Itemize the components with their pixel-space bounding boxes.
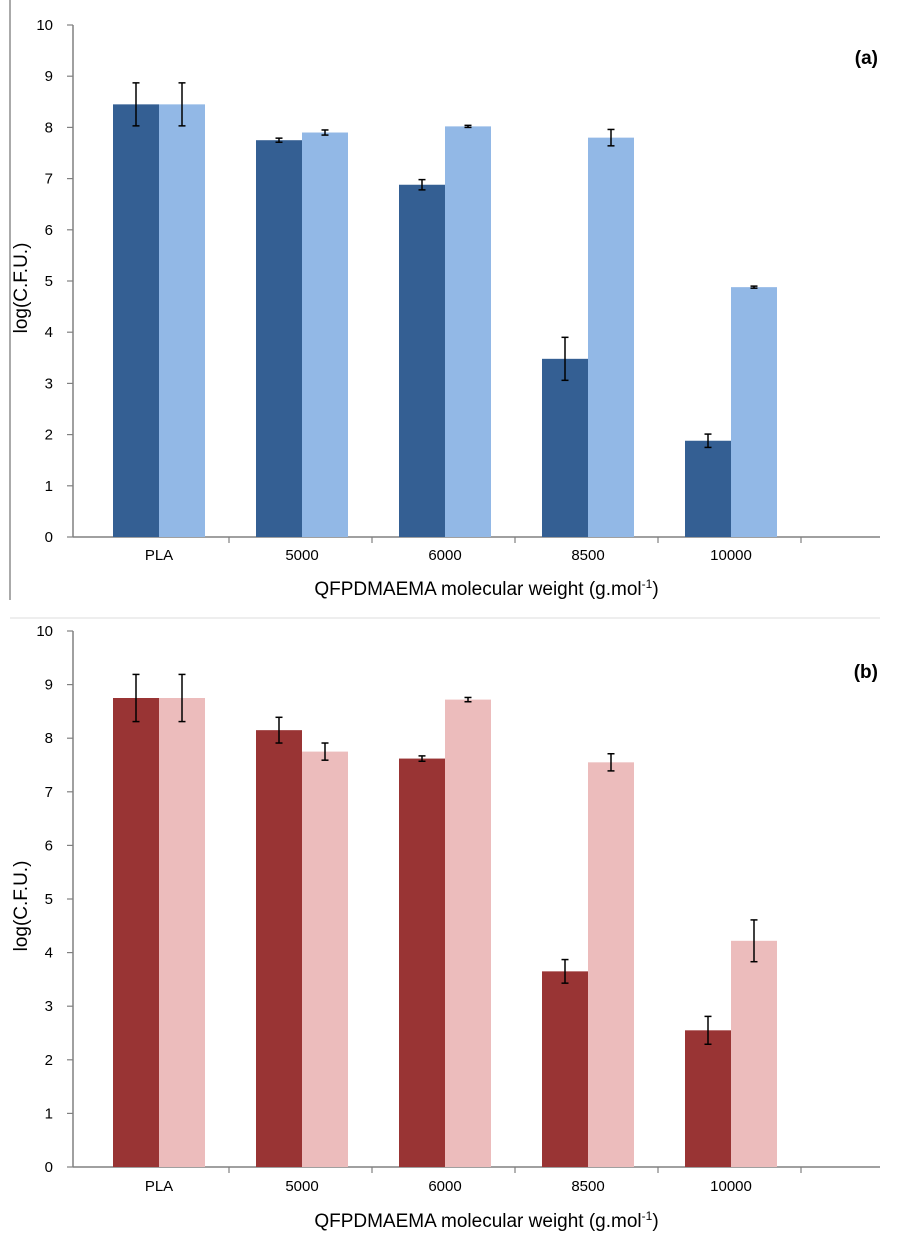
chart-panel-a: 0 1 2 3 4 5 6 7 8 9 10 PLA 5000 6000 8500 10000 (a) log(C…: [11, 17, 880, 600]
y-tick-label: 5: [45, 273, 53, 290]
y-tick-label: 3: [45, 375, 53, 392]
bar-s1-5000: [256, 730, 302, 1167]
y-tick-label: 4: [45, 945, 53, 962]
bar-s2-8500: [588, 137, 634, 537]
panel-label: (a): [855, 48, 878, 69]
bar-s2-5000: [302, 132, 348, 537]
bar-s1-8500: [542, 971, 588, 1167]
bar-s1-10000: [685, 1030, 731, 1167]
y-tick-label: 5: [45, 891, 53, 908]
x-tick-label: 5000: [285, 547, 318, 564]
y-tick-label: 1: [45, 1105, 53, 1122]
x-axis-label: QFPDMAEMA molecular weight (g.mol-1): [314, 1209, 658, 1232]
y-tick-label: 8: [45, 730, 53, 747]
bar-s1-PLA: [113, 698, 159, 1167]
y-tick-label: 6: [45, 222, 53, 239]
bar-s1-5000: [256, 140, 302, 537]
y-tick-label: 3: [45, 998, 53, 1015]
y-tick-label: 0: [45, 529, 53, 546]
bar-s2-PLA: [159, 698, 205, 1167]
x-axis-label: QFPDMAEMA molecular weight (g.mol-1): [314, 577, 658, 600]
bar-s2-5000: [302, 751, 348, 1167]
y-tick-label: 10: [36, 623, 53, 640]
y-tick-label: 4: [45, 324, 53, 341]
chart-panel-b: 0 1 2 3 4 5 6 7 8 9 10 PLA 5000 6000 8500 10000 (b) log(C…: [11, 623, 880, 1232]
bar-s2-6000: [445, 126, 491, 537]
x-tick-label: 6000: [428, 547, 461, 564]
y-tick-label: 10: [36, 17, 53, 34]
bar-s2-8500: [588, 762, 634, 1167]
y-tick-label: 2: [45, 427, 53, 444]
x-tick-label: 8500: [571, 1178, 604, 1195]
bar-s1-8500: [542, 358, 588, 537]
x-tick-label: 6000: [428, 1178, 461, 1195]
y-tick-label: 0: [45, 1159, 53, 1176]
x-tick-label: 10000: [710, 547, 752, 564]
bar-s2-PLA: [159, 104, 205, 538]
bar-s2-10000: [731, 940, 777, 1167]
x-tick-label: PLA: [145, 547, 173, 564]
bar-s1-PLA: [113, 104, 159, 538]
bar-s1-6000: [399, 184, 445, 537]
bar-s2-10000: [731, 287, 777, 537]
y-tick-label: 6: [45, 837, 53, 854]
y-tick-label: 7: [45, 784, 53, 801]
y-tick-label: 1: [45, 478, 53, 495]
y-tick-label: 7: [45, 171, 53, 188]
x-tick-label: PLA: [145, 1178, 173, 1195]
bar-s2-6000: [445, 699, 491, 1167]
x-tick-label: 8500: [571, 547, 604, 564]
y-tick-label: 8: [45, 119, 53, 136]
x-tick-label: 5000: [285, 1178, 318, 1195]
panel-label: (b): [854, 662, 878, 683]
bar-s1-10000: [685, 440, 731, 537]
y-tick-label: 9: [45, 677, 53, 694]
y-tick-label: 9: [45, 68, 53, 85]
y-axis-label: log(C.F.U.): [11, 861, 32, 952]
y-axis-label: log(C.F.U.): [11, 243, 32, 334]
bar-s1-6000: [399, 758, 445, 1167]
x-tick-label: 10000: [710, 1178, 752, 1195]
y-tick-label: 2: [45, 1052, 53, 1069]
